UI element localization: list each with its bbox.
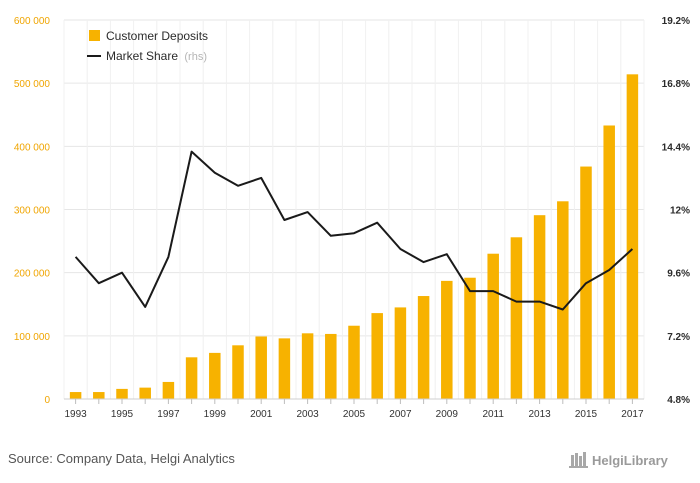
x-tick-label: 2007 <box>389 409 412 420</box>
brand-text: HelgiLibrary <box>592 453 669 468</box>
bar-customer-deposits <box>441 280 453 399</box>
bar-customer-deposits <box>417 296 430 399</box>
legend-swatch-deposits <box>89 30 100 41</box>
x-tick-label: 1997 <box>157 409 180 420</box>
x-tick-label: 2015 <box>575 409 598 420</box>
x-tick-label: 1993 <box>64 409 87 420</box>
line-market-share <box>74 150 634 311</box>
bar-customer-deposits <box>162 381 175 399</box>
y-left-tick-label: 400 000 <box>14 142 51 153</box>
y-right-tick-label: 4.8% <box>667 395 690 406</box>
line-layer <box>74 150 634 311</box>
bar-customer-deposits <box>603 125 615 399</box>
bar-customer-deposits <box>209 352 221 399</box>
bar-customer-deposits <box>348 325 360 399</box>
bar-customer-deposits <box>255 336 267 399</box>
y-left-tick-label: 600 000 <box>14 16 51 27</box>
bar-customer-deposits <box>557 201 569 399</box>
bar-customer-deposits <box>185 357 198 399</box>
bar-customer-deposits <box>510 237 523 399</box>
y-left-tick-label: 0 <box>44 395 50 406</box>
grid-layer <box>63 19 645 400</box>
bar-customer-deposits <box>325 333 337 399</box>
bars-layer <box>69 74 639 399</box>
bar-customer-deposits <box>278 338 291 399</box>
bar-customer-deposits <box>533 215 546 399</box>
y-left-tick-label: 300 000 <box>14 206 51 217</box>
bar-customer-deposits <box>626 74 639 399</box>
legend-label-market-share-suffix: (rhs) <box>184 51 207 63</box>
x-tick-label: 2001 <box>250 409 273 420</box>
x-tick-label: 2017 <box>621 409 644 420</box>
brand-logo: HelgiLibrary <box>569 452 669 468</box>
x-tick-label: 1995 <box>111 409 134 420</box>
bar-customer-deposits <box>487 253 499 399</box>
y-right-tick-label: 14.4% <box>662 142 690 153</box>
library-icon <box>569 452 588 468</box>
bar-customer-deposits <box>394 307 407 399</box>
bar-customer-deposits <box>116 388 128 399</box>
x-tick-label: 1999 <box>204 409 227 420</box>
x-tick-label: 2011 <box>482 409 504 420</box>
y-left-tick-label: 200 000 <box>14 269 51 280</box>
bar-customer-deposits <box>464 277 476 399</box>
axis-layer: 0 4.8% 100 000 7.2% 200 000 9.6% 300 000 12% 400… <box>14 16 690 420</box>
y-right-tick-label: 12% <box>670 206 690 217</box>
legend-label-market-share-name: Market Share <box>106 49 178 63</box>
legend: Customer Deposits Market Share (rhs) <box>87 29 208 63</box>
y-right-tick-label: 7.2% <box>667 332 690 343</box>
x-tick-label: 2003 <box>296 409 319 420</box>
y-right-tick-label: 9.6% <box>667 269 690 280</box>
bar-customer-deposits <box>301 333 314 399</box>
y-right-tick-label: 19.2% <box>662 16 690 27</box>
source-note: Source: Company Data, Helgi Analytics <box>8 451 235 466</box>
y-right-tick-label: 16.8% <box>662 79 690 90</box>
bar-customer-deposits <box>69 392 82 399</box>
bar-customer-deposits <box>93 392 105 399</box>
x-tick-label: 2013 <box>528 409 551 420</box>
bar-customer-deposits <box>232 345 244 399</box>
legend-label-market-share: Market Share (rhs) <box>106 49 207 63</box>
legend-label-deposits: Customer Deposits <box>106 29 208 43</box>
bar-customer-deposits <box>139 387 151 399</box>
bar-customer-deposits <box>371 313 383 399</box>
x-tick-label: 2009 <box>436 409 459 420</box>
y-left-tick-label: 500 000 <box>14 79 51 90</box>
y-left-tick-label: 100 000 <box>14 332 51 343</box>
x-tick-label: 2005 <box>343 409 366 420</box>
